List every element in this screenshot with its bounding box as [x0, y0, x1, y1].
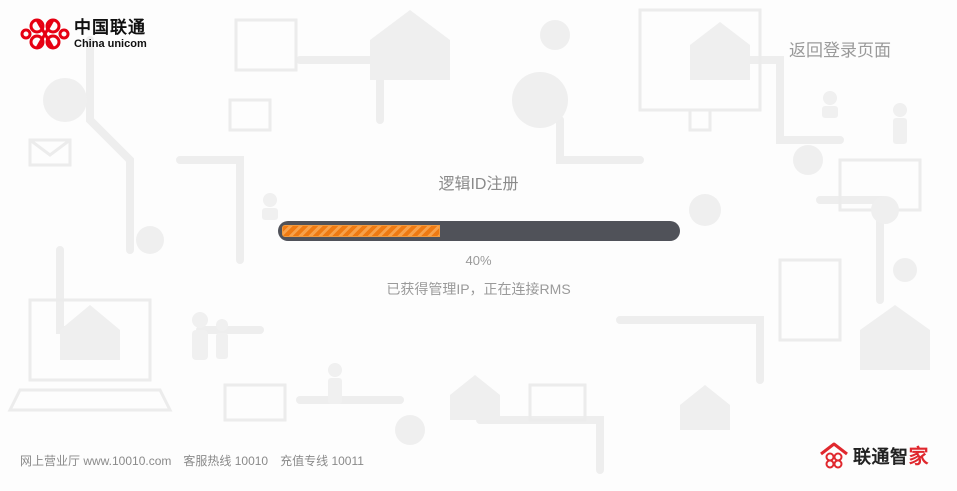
status-message: 已获得管理IP，正在连接RMS: [386, 281, 571, 297]
smart-home-brand: 联通智家: [819, 440, 929, 469]
footer-website: 网上营业厅 www.10010.com: [20, 454, 172, 468]
house-knot-icon: [820, 442, 848, 468]
registration-panel: 逻辑ID注册 40% 已获得管理IP，正在连接RMS: [0, 175, 957, 297]
logo-text: 中国联通 China unicom: [74, 18, 147, 50]
footer-recharge: 充值专线 10011: [280, 454, 364, 468]
china-unicom-logo: 中国联通 China unicom: [20, 14, 147, 54]
back-to-login-link[interactable]: 返回登录页面: [789, 41, 891, 60]
brand-name-accent: 家: [908, 446, 929, 468]
logo-english-name: China unicom: [74, 38, 147, 50]
progress-bar-fill: [281, 225, 440, 237]
footer-info: 网上营业厅 www.10010.com 客服热线 10010 充值专线 1001…: [20, 452, 364, 469]
progress-percent: 40%: [465, 253, 492, 268]
logo-chinese-name: 中国联通: [74, 18, 146, 37]
page-title: 逻辑ID注册: [438, 176, 519, 193]
unicom-knot-icon: [20, 18, 70, 50]
brand-name: 联通智家: [853, 440, 929, 469]
progress-bar: [277, 221, 680, 241]
brand-name-main: 联通智: [853, 447, 909, 467]
footer-hotline: 客服热线 10010: [183, 454, 269, 468]
